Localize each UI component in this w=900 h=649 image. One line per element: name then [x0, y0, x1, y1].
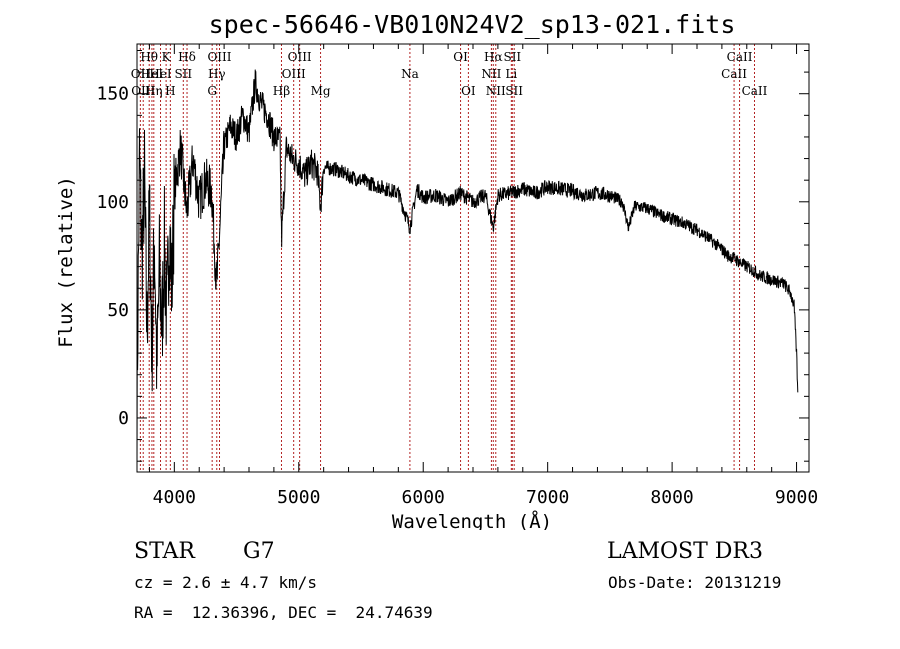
chart-title: spec-56646-VB010N24V2_sp13-021.fits: [209, 10, 736, 39]
x-axis-ticks: 4000 5000 6000 7000 8000 9000: [148, 44, 818, 508]
line-label-28: CaII: [742, 84, 768, 98]
object-subclass: G7: [243, 539, 275, 564]
line-label-21: Hα: [484, 50, 503, 64]
x-tick-label-3: 7000: [526, 487, 569, 508]
line-label-8: SII: [174, 67, 192, 81]
line-label-11: Hγ: [208, 67, 226, 81]
line-label-5: HeI: [149, 67, 172, 81]
line-label-3: HeI: [141, 67, 164, 81]
x-tick-label-1: 5000: [277, 487, 320, 508]
y-tick-label-2: 100: [96, 192, 129, 213]
survey-name: LAMOST DR3: [607, 539, 763, 564]
redshift-cz: cz = 2.6 ± 4.7 km/s: [134, 573, 318, 592]
emission-line-markers: [139, 44, 755, 472]
spectrum-chart: spec-56646-VB010N24V2_sp13-021.fits OII O…: [55, 10, 818, 530]
line-label-13: Hβ: [273, 84, 290, 98]
line-label-7: H: [165, 84, 175, 98]
line-label-6: K: [162, 50, 172, 64]
line-label-20: NII: [481, 67, 501, 81]
line-label-10: G: [207, 84, 217, 98]
line-label-12: OIII: [207, 50, 231, 64]
spectrum-line: [136, 69, 799, 467]
line-label-23: Li: [505, 67, 517, 81]
object-class: STAR: [134, 539, 195, 564]
coordinates: RA = 12.36396, DEC = 24.74639: [134, 603, 433, 622]
line-label-17: Na: [401, 67, 419, 81]
line-label-25: SII: [505, 84, 523, 98]
emission-line-labels: OIIOIIIHθHeIHηHeIKHSIIHδGHγOIIIHβOIIIOII…: [131, 50, 768, 98]
line-label-9: Hδ: [178, 50, 196, 64]
line-label-15: OIII: [288, 50, 312, 64]
line-label-4: Hη: [145, 84, 163, 98]
line-label-24: SII: [503, 50, 521, 64]
line-label-27: CaII: [727, 50, 753, 64]
observation-date: Obs-Date: 20131219: [608, 573, 782, 592]
x-tick-label-0: 4000: [153, 487, 196, 508]
plot-frame: [136, 43, 810, 473]
line-label-2: Hθ: [140, 50, 158, 64]
line-label-22: NII: [486, 84, 506, 98]
x-tick-label-5: 9000: [775, 487, 818, 508]
line-label-19: OI: [461, 84, 476, 98]
line-label-16: Mg: [311, 84, 331, 98]
y-axis-label: Flux (relative): [55, 176, 77, 348]
y-tick-label-1: 50: [107, 300, 129, 321]
line-label-14: OIII: [282, 67, 306, 81]
line-label-0: OII: [131, 67, 151, 81]
x-tick-label-2: 6000: [402, 487, 445, 508]
y-axis-ticks: 0 50 100 150: [96, 49, 809, 462]
line-label-18: OI: [453, 50, 468, 64]
y-tick-label-0: 0: [118, 408, 129, 429]
x-tick-label-4: 8000: [650, 487, 693, 508]
y-tick-label-3: 150: [96, 84, 129, 105]
x-axis-label: Wavelength (Å): [392, 510, 552, 530]
line-label-26: CaII: [721, 67, 747, 81]
